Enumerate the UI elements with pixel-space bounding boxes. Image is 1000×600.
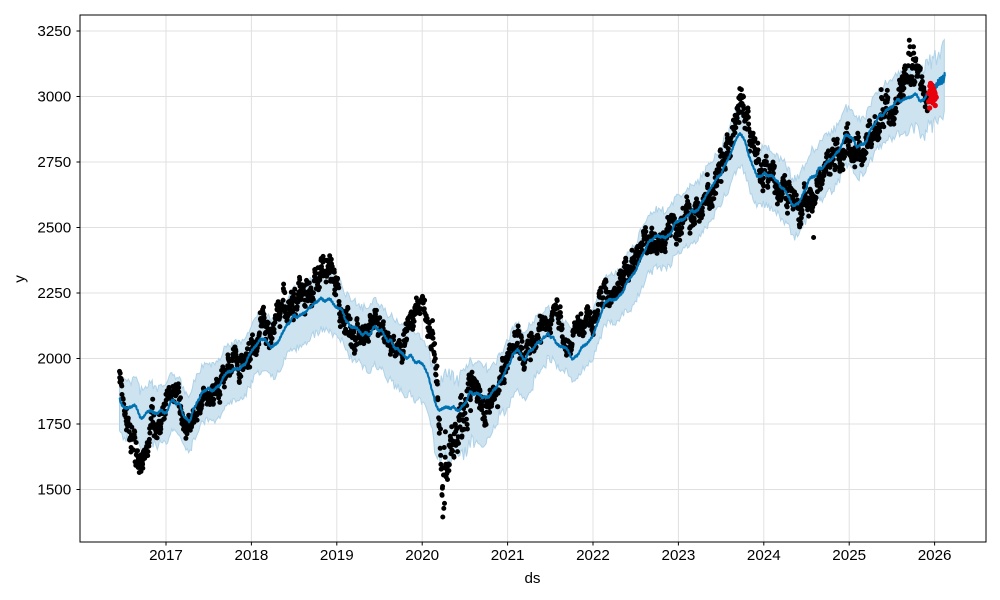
svg-text:y: y: [11, 275, 28, 283]
svg-text:2022: 2022: [576, 547, 610, 564]
svg-text:3000: 3000: [37, 89, 71, 106]
svg-text:2000: 2000: [37, 351, 71, 368]
svg-text:2500: 2500: [37, 220, 71, 237]
svg-text:2018: 2018: [235, 547, 269, 564]
svg-text:2020: 2020: [405, 547, 439, 564]
svg-text:2026: 2026: [918, 547, 952, 564]
svg-text:2750: 2750: [37, 154, 71, 171]
svg-text:2024: 2024: [747, 547, 781, 564]
svg-text:2021: 2021: [491, 547, 525, 564]
svg-text:ds: ds: [524, 570, 540, 587]
svg-text:1750: 1750: [37, 416, 71, 433]
svg-text:2019: 2019: [320, 547, 354, 564]
svg-text:1500: 1500: [37, 482, 71, 499]
svg-text:2023: 2023: [662, 547, 696, 564]
svg-text:2025: 2025: [832, 547, 866, 564]
svg-text:3250: 3250: [37, 23, 71, 40]
svg-text:2250: 2250: [37, 285, 71, 302]
svg-text:2017: 2017: [149, 547, 183, 564]
